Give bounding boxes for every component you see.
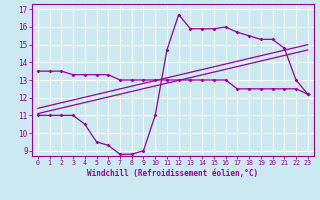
- X-axis label: Windchill (Refroidissement éolien,°C): Windchill (Refroidissement éolien,°C): [87, 169, 258, 178]
